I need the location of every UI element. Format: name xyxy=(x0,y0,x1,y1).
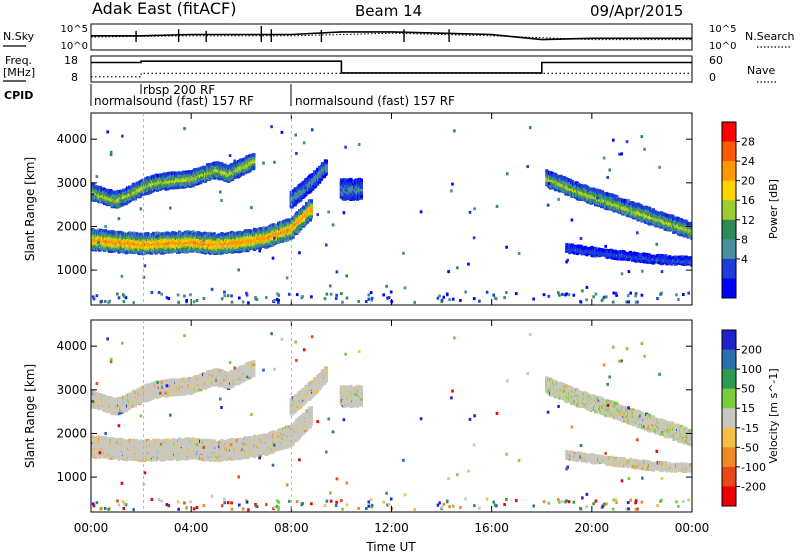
noise-series-0 xyxy=(91,31,692,41)
nave-tick-bottom: 0 xyxy=(709,71,716,84)
power-echo-cell-4683 xyxy=(217,176,221,181)
noise-series-1 xyxy=(90,32,692,41)
power-echo-cell-3208 xyxy=(309,213,313,218)
power-echo-cell-406 xyxy=(117,250,121,254)
noise-right-tick-bottom: 10^0 xyxy=(709,41,736,52)
power-echo-cell-4386 xyxy=(191,183,195,188)
power-echo-cell-3216 xyxy=(309,203,313,207)
noise-strip-frame xyxy=(90,23,693,51)
freq-strip-series xyxy=(91,60,692,78)
power-echo-cell-1288 xyxy=(177,250,182,254)
nave-label: Nave xyxy=(747,64,775,77)
nave-series-line xyxy=(91,72,692,78)
power-echo-cell-923 xyxy=(151,231,156,236)
power-echo-scatter xyxy=(91,125,692,305)
power-echo-cell-125 xyxy=(97,228,101,232)
power-echo-cell-784 xyxy=(143,251,147,255)
power-echo-cell-3428 xyxy=(106,188,110,193)
power-echo-cell-1805 xyxy=(212,232,216,236)
power-echo-cell-3214 xyxy=(309,206,313,210)
power-echo-cell-3212 xyxy=(309,209,313,213)
power-echo-cell-1414 xyxy=(186,249,190,254)
beam-label: Beam 14 xyxy=(355,2,422,20)
date-label: 09/Apr/2015 xyxy=(590,2,683,20)
freq-series-line xyxy=(91,60,692,74)
power-echo-cell-4474 xyxy=(199,180,203,185)
power-echo-cell-3024 xyxy=(297,229,301,233)
nave-tick-top: 60 xyxy=(709,54,723,67)
nsearch-label: N.Search xyxy=(745,30,795,43)
freq-label-line1: Freq. xyxy=(5,54,32,67)
power-echo-cell-3538 xyxy=(116,189,120,194)
power-echo-cell-3340 xyxy=(99,185,103,190)
power-echo-cell-1553 xyxy=(195,231,199,235)
power-echo-cell-2156 xyxy=(237,249,241,254)
power-echo-cell-3219 xyxy=(309,199,313,203)
power-echo-cell-3902 xyxy=(149,190,153,194)
power-echo-cell-2856 xyxy=(285,238,289,242)
cpid-segment-normalsound-1: normalsound (fast) 157 RF xyxy=(94,94,254,108)
power-echo-cell-3627 xyxy=(125,201,129,205)
power-echo-cell-2590 xyxy=(267,243,271,248)
freq-tick-bottom: 8 xyxy=(71,71,78,84)
power-echo-cell-1497 xyxy=(191,230,195,234)
freq-tick-top: 18 xyxy=(64,54,78,67)
noise-left-tick-top: 10^5 xyxy=(61,24,88,35)
power-echo-cell-2282 xyxy=(246,248,250,253)
power-echo-cell-3209 xyxy=(309,212,313,216)
power-echo-cell-195 xyxy=(101,229,106,233)
noise-left-tick-bottom: 10^0 xyxy=(61,41,88,52)
power-echo-cell-811 xyxy=(144,232,148,236)
power-echo-cell-2184 xyxy=(239,249,243,253)
nsky-label: N.Sky xyxy=(3,30,35,43)
power-echo-cell-266 xyxy=(107,249,111,253)
power-echo-cell-2173 xyxy=(238,245,242,249)
power-echo-cell-3150 xyxy=(305,220,310,224)
cpid-segment-normalsound-2: normalsound (fast) 157 RF xyxy=(295,94,455,108)
power-echo-cell-2393 xyxy=(253,227,257,232)
power-echo-cell-1570 xyxy=(197,247,201,251)
noise-right-tick-top: 10^5 xyxy=(709,24,736,35)
freq-strip-frame xyxy=(90,55,693,83)
cpid-label: CPID xyxy=(4,89,33,102)
cpid-segment-rbsp: rbsp 200 RF xyxy=(143,83,215,97)
power-echo-cell-1203 xyxy=(171,231,175,235)
power-echo-cell-2464 xyxy=(258,246,262,250)
noise-strip-series xyxy=(90,26,692,42)
power-echo-cell-447 xyxy=(119,230,123,235)
power-echo-cell-3192 xyxy=(308,218,312,222)
power-echo-cell-3979 xyxy=(155,188,160,192)
power-echo-cell-1581 xyxy=(197,231,201,235)
power-echo-cell-2646 xyxy=(271,243,275,247)
power-echo-cell-4726 xyxy=(220,162,224,166)
plot-title: Adak East (fitACF) xyxy=(92,0,236,18)
freq-label-line2: [MHz] xyxy=(3,66,35,79)
power-echo-cell-2940 xyxy=(291,235,295,239)
power-echo-cell-423 xyxy=(118,245,122,250)
